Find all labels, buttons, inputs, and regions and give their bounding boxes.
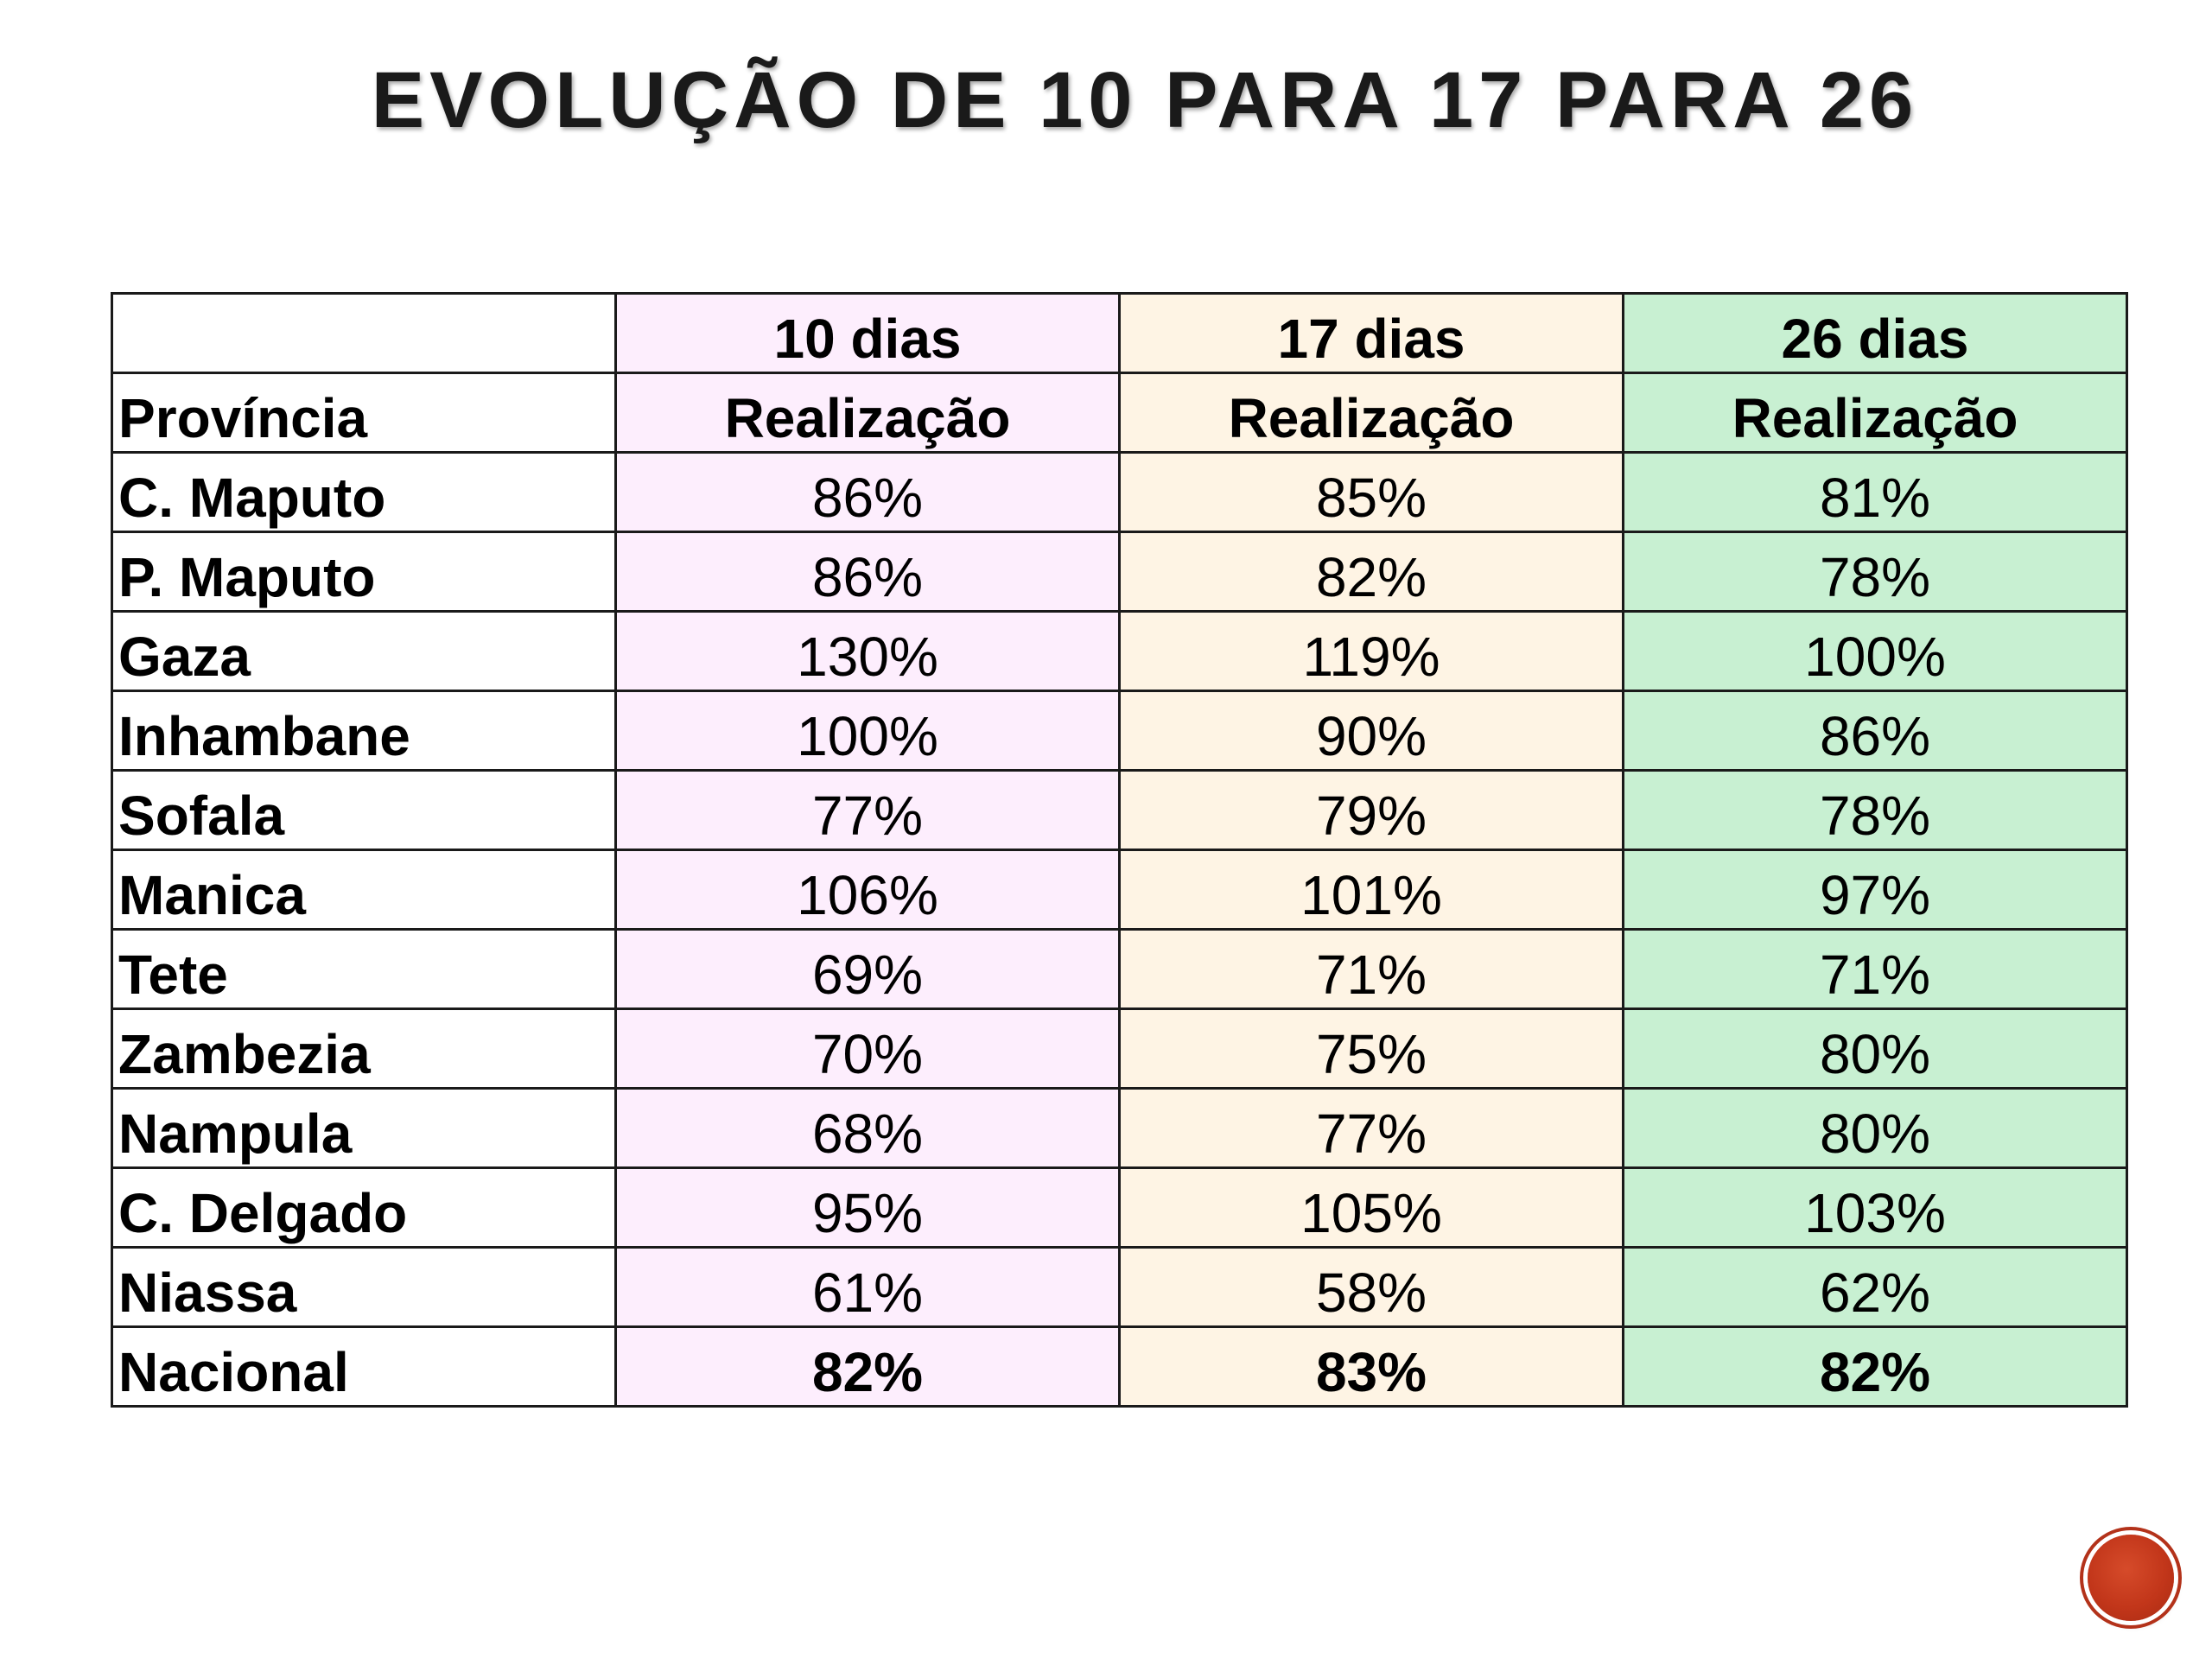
value-26-dias: 97% [1622, 849, 2128, 931]
value-10-dias: 86% [614, 451, 1121, 533]
value-26-dias: 78% [1622, 769, 2128, 851]
value-17-dias: 85% [1118, 451, 1624, 533]
provincia-cell: Inhambane [111, 690, 617, 772]
value-17-dias: 77% [1118, 1087, 1624, 1169]
header-10-dias: 10 dias [614, 292, 1121, 374]
value-17-dias: 90% [1118, 690, 1624, 772]
circle-button-icon[interactable] [2088, 1535, 2174, 1621]
total-label: Nacional [111, 1325, 617, 1408]
value-17-dias: 58% [1118, 1246, 1624, 1328]
value-26-dias: 78% [1622, 531, 2128, 613]
value-10-dias: 68% [614, 1087, 1121, 1169]
value-17-dias: 101% [1118, 849, 1624, 931]
header-realizacao-10: Realização [614, 372, 1121, 454]
value-10-dias: 100% [614, 690, 1121, 772]
value-26-dias: 71% [1622, 928, 2128, 1010]
header-26-dias: 26 dias [1622, 292, 2128, 374]
header-17-dias: 17 dias [1118, 292, 1624, 374]
provincia-cell: C. Delgado [111, 1166, 617, 1249]
value-10-dias: 61% [614, 1246, 1121, 1328]
value-10-dias: 77% [614, 769, 1121, 851]
provincia-cell: Nampula [111, 1087, 617, 1169]
table-row: Inhambane 100% 90% 86% [111, 690, 2128, 772]
provincia-cell: C. Maputo [111, 451, 617, 533]
value-10-dias: 70% [614, 1007, 1121, 1090]
value-10-dias: 130% [614, 610, 1121, 692]
value-17-dias: 119% [1118, 610, 1624, 692]
provincia-cell: Zambezia [111, 1007, 617, 1090]
total-row: Nacional 82% 83% 82% [111, 1325, 2128, 1408]
value-26-dias: 103% [1622, 1166, 2128, 1249]
value-17-dias: 105% [1118, 1166, 1624, 1249]
slide-title: EVOLUÇÃO DE 10 PARA 17 PARA 26 [371, 56, 1919, 144]
provincia-cell: Sofala [111, 769, 617, 851]
header-empty-cell [111, 292, 617, 374]
value-10-dias: 86% [614, 531, 1121, 613]
value-26-dias: 80% [1622, 1087, 2128, 1169]
header-realizacao-26: Realização [1622, 372, 2128, 454]
value-10-dias: 69% [614, 928, 1121, 1010]
table-row: Nampula 68% 77% 80% [111, 1087, 2128, 1169]
table-row: Zambezia 70% 75% 80% [111, 1007, 2128, 1090]
total-26-dias: 82% [1622, 1325, 2128, 1408]
table-row: Gaza 130% 119% 100% [111, 610, 2128, 692]
table-row: Manica 106% 101% 97% [111, 849, 2128, 931]
total-17-dias: 83% [1118, 1325, 1624, 1408]
table-row: Sofala 77% 79% 78% [111, 769, 2128, 851]
value-26-dias: 86% [1622, 690, 2128, 772]
table-row: Niassa 61% 58% 62% [111, 1246, 2128, 1328]
value-26-dias: 81% [1622, 451, 2128, 533]
header-realizacao-17: Realização [1118, 372, 1624, 454]
value-26-dias: 80% [1622, 1007, 2128, 1090]
table-row: P. Maputo 86% 82% 78% [111, 531, 2128, 613]
header-provincia: Província [111, 372, 617, 454]
value-10-dias: 106% [614, 849, 1121, 931]
table-row: Tete 69% 71% 71% [111, 928, 2128, 1010]
provincia-cell: P. Maputo [111, 531, 617, 613]
value-17-dias: 75% [1118, 1007, 1624, 1090]
table-row: C. Maputo 86% 85% 81% [111, 451, 2128, 533]
provincia-cell: Manica [111, 849, 617, 931]
provincia-cell: Tete [111, 928, 617, 1010]
value-26-dias: 100% [1622, 610, 2128, 692]
value-17-dias: 71% [1118, 928, 1624, 1010]
provincia-cell: Gaza [111, 610, 617, 692]
total-10-dias: 82% [614, 1325, 1121, 1408]
table-row: C. Delgado 95% 105% 103% [111, 1166, 2128, 1249]
provincia-cell: Niassa [111, 1246, 617, 1328]
data-table: 10 dias 17 dias 26 dias Província Realiz… [111, 292, 2128, 1408]
value-17-dias: 82% [1118, 531, 1624, 613]
header-row-periods: 10 dias 17 dias 26 dias [111, 292, 2128, 374]
value-26-dias: 62% [1622, 1246, 2128, 1328]
value-10-dias: 95% [614, 1166, 1121, 1249]
header-row-metric: Província Realização Realização Realizaç… [111, 372, 2128, 454]
value-17-dias: 79% [1118, 769, 1624, 851]
